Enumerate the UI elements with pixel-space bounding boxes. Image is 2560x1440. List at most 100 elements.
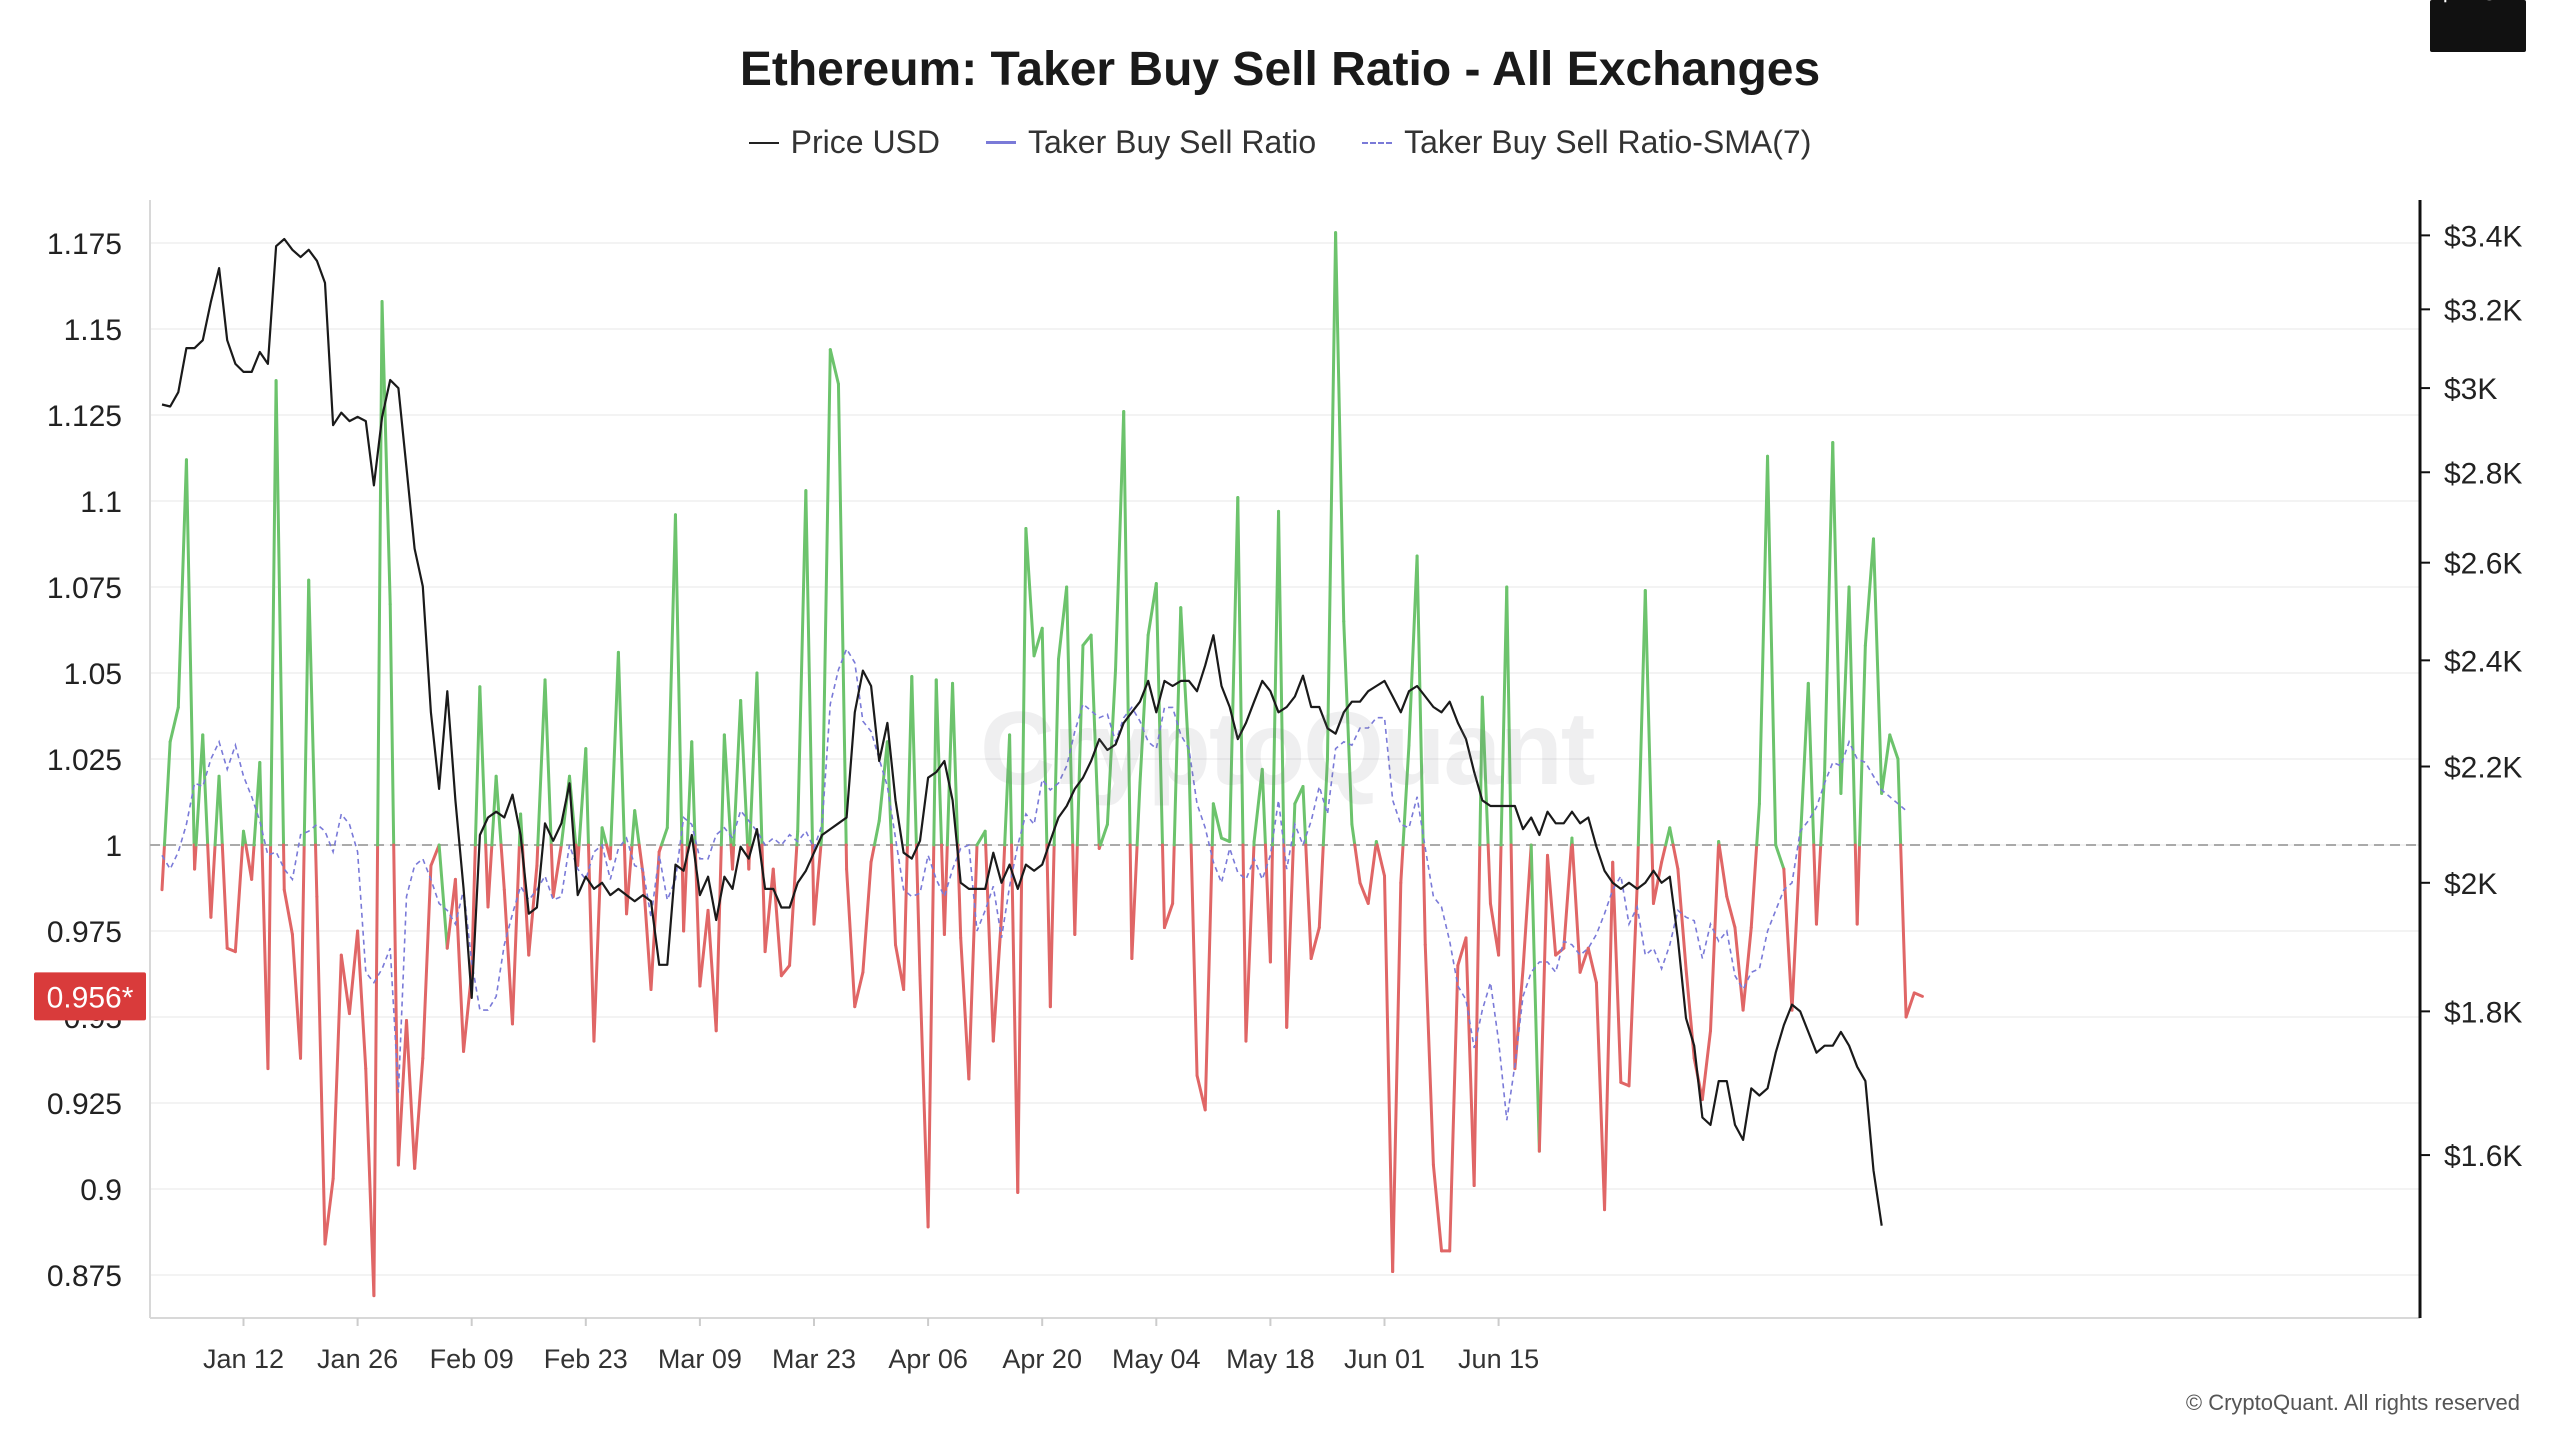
ratio-segment	[934, 678, 944, 847]
ratio-segment	[1189, 843, 1199, 1077]
ratio-segment	[714, 843, 723, 1033]
ratio-segment	[732, 699, 743, 847]
ratio-segment	[1268, 843, 1275, 964]
ratio-segment	[951, 681, 960, 847]
y-right-tick-label: $2.8K	[2444, 457, 2522, 490]
current-ratio-badge	[34, 972, 146, 1021]
ratio-segment	[1660, 843, 1668, 864]
ratio-segment	[1211, 802, 1223, 840]
ratio-segment	[945, 681, 955, 847]
ratio-segment	[1089, 633, 1101, 847]
ratio-segment	[339, 953, 351, 1016]
ratio-segment	[376, 299, 384, 847]
ratio-segment	[796, 489, 808, 833]
ratio-segment	[1052, 657, 1060, 847]
y-left-tick-label: 1.15	[64, 314, 122, 347]
ratio-segment	[845, 867, 857, 1009]
ratio-segment	[315, 895, 327, 1246]
ratio-segment	[1725, 895, 1737, 930]
ratio-segment	[194, 733, 205, 847]
ratio-segment	[967, 843, 979, 1081]
ratio-segment	[577, 747, 588, 847]
ratio-segment	[942, 843, 949, 936]
ratio-segment	[1321, 757, 1329, 847]
ratio-segment	[1195, 1073, 1207, 1112]
ratio-segment	[1611, 860, 1623, 1084]
ratio-segment	[1130, 843, 1139, 961]
x-tick-label: Apr 20	[1002, 1344, 1082, 1374]
ratio-segment	[1342, 619, 1354, 826]
ratio-segment	[242, 829, 248, 847]
legend-item-sma[interactable]: Taker Buy Sell Ratio-SMA(7)	[1362, 124, 1811, 161]
y-left-tick-label: 1.125	[47, 400, 122, 433]
ratio-segment	[889, 843, 897, 947]
ratio-segment	[1172, 606, 1183, 847]
y-right-tick-label: $3K	[2444, 373, 2497, 406]
ratio-segment	[1635, 843, 1640, 888]
legend: Price USD Taker Buy Sell Ratio Taker Buy…	[0, 124, 2560, 161]
ratio-segment	[1391, 881, 1403, 1274]
ratio-segment	[609, 650, 620, 847]
ratio-segment	[1407, 554, 1419, 747]
ratio-segment	[659, 826, 669, 847]
ratio-segment	[1671, 843, 1680, 871]
ratio-segment	[437, 843, 449, 950]
legend-item-ratio[interactable]: Taker Buy Sell Ratio	[986, 124, 1316, 161]
ratio-segment	[486, 843, 494, 909]
ratio-segment	[914, 843, 922, 978]
ratio-segment	[1075, 643, 1085, 847]
ratio-segment	[1766, 454, 1778, 847]
legend-swatch-sma	[1362, 141, 1393, 144]
ratio-segment	[625, 843, 634, 916]
ratio-segment	[828, 348, 840, 386]
ratio-segment	[983, 829, 988, 847]
ratio-segment	[445, 877, 457, 950]
ratio-segment	[1353, 843, 1362, 885]
legend-item-price[interactable]: Price USD	[748, 124, 940, 161]
y-right-tick-label: $2.4K	[2444, 645, 2522, 678]
ratio-segment	[853, 970, 865, 1009]
ratio-segment	[690, 740, 697, 847]
y-right-tick-label: $2.6K	[2444, 548, 2522, 581]
ratio-segment	[608, 843, 613, 861]
ratio-segment	[299, 843, 306, 1060]
ratio-segment	[1383, 874, 1395, 1274]
x-tick-label: Mar 23	[772, 1344, 856, 1374]
ratio-segment	[1700, 1029, 1712, 1102]
ratio-segment	[1065, 585, 1075, 847]
ratio-segment	[991, 915, 1003, 1043]
ratio-segment	[739, 699, 750, 847]
ratio-segment	[543, 678, 553, 847]
ratio-segment	[600, 826, 609, 847]
ratio-segment	[266, 843, 273, 1071]
ratio-segment	[1509, 843, 1517, 1071]
ratio-segment	[788, 843, 799, 967]
y-left-tick-label: 1.1	[80, 486, 122, 519]
ratio-segment	[1162, 901, 1175, 930]
ratio-segment	[184, 458, 196, 847]
ratio-segment	[372, 843, 380, 1298]
ratio-segment	[290, 932, 303, 1060]
ratio-segment	[869, 843, 876, 864]
x-tick-label: Feb 23	[544, 1344, 628, 1374]
ratio-segment	[1872, 537, 1884, 795]
ratio-segment	[1733, 926, 1745, 1012]
ratio-segment	[160, 843, 166, 892]
ratio-segment	[1008, 733, 1014, 847]
ratio-segment	[731, 843, 736, 871]
ratio-segment	[168, 705, 180, 744]
ratio-segment	[836, 382, 848, 847]
x-tick-label: Jun 15	[1458, 1344, 1539, 1374]
ratio-segment	[698, 908, 710, 988]
y-left-tick-label: 0.925	[47, 1088, 122, 1121]
ratio-segment	[1187, 757, 1193, 847]
ratio-segment	[1366, 843, 1378, 905]
ratio-segment	[1676, 867, 1688, 971]
ratio-segment	[584, 747, 590, 847]
ratio-segment	[1171, 843, 1176, 905]
x-tick-label: May 04	[1112, 1344, 1201, 1374]
ratio-segment	[282, 843, 286, 892]
ratio-segment	[586, 843, 596, 1043]
ratio-segment	[1057, 585, 1069, 661]
ratio-segment	[649, 850, 661, 991]
